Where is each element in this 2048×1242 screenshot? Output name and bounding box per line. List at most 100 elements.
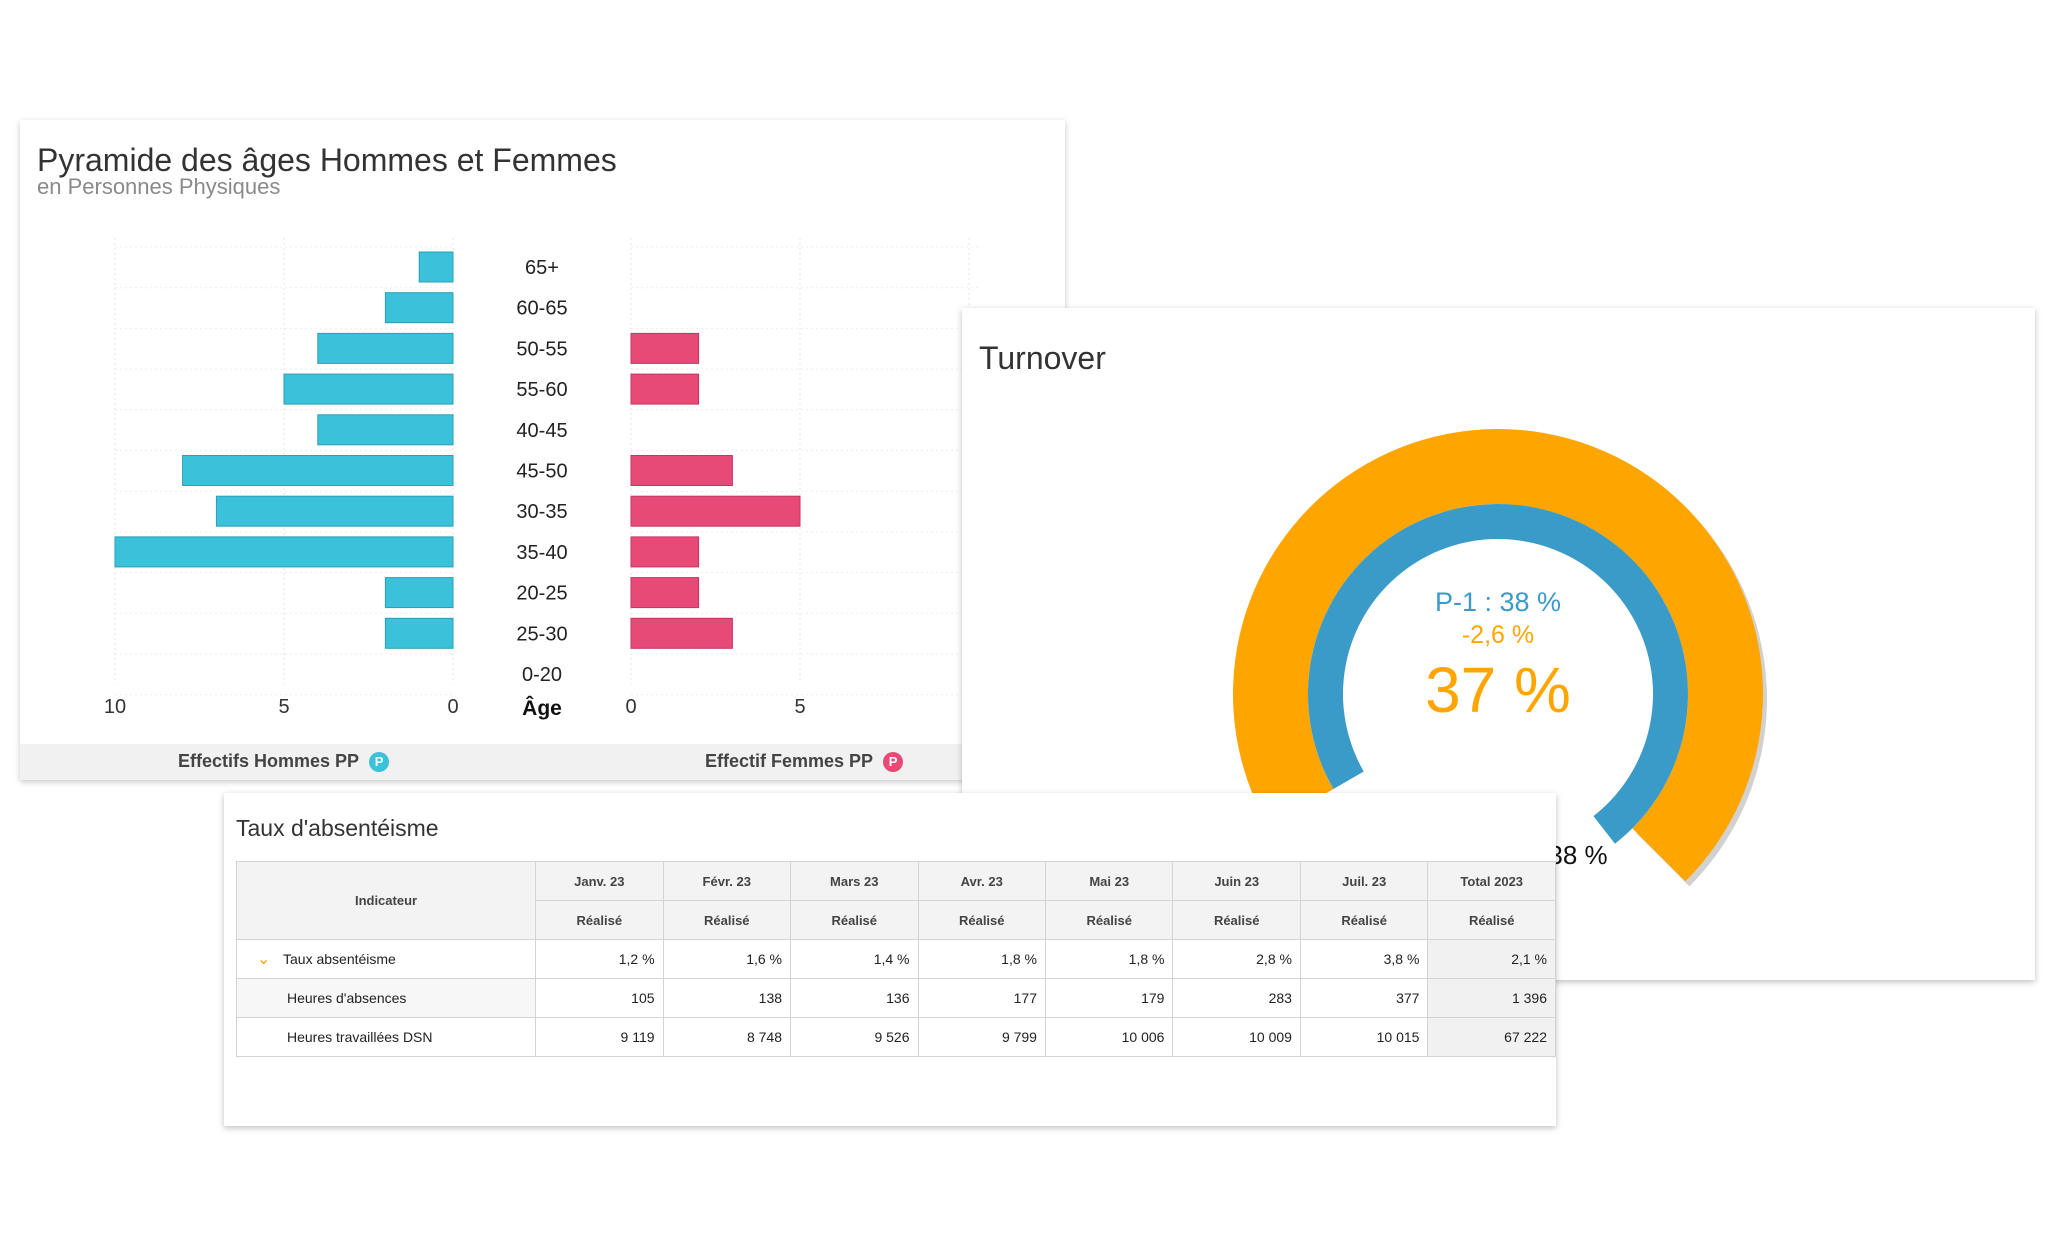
- age-pyramid-card: Pyramide des âges Hommes et Femmes en Pe…: [20, 120, 1065, 780]
- table-cell: 8 748: [662, 1017, 792, 1057]
- age-category-label: 20-25: [516, 583, 567, 605]
- absence-title: Taux d'absentéisme: [236, 815, 439, 841]
- men-bar: [317, 414, 454, 446]
- table-cell: 136: [790, 978, 919, 1018]
- table-cell: 179: [1044, 978, 1174, 1018]
- age-category-label: 50-55: [516, 338, 567, 360]
- men-bar: [283, 373, 454, 405]
- subheader-realise: Réalisé: [535, 900, 664, 940]
- table-row: Heures d'absences 105 138 136 177 179 28…: [235, 978, 1556, 1018]
- subheader-realise: Réalisé: [790, 900, 919, 940]
- current-value-label: 37 %: [1425, 654, 1571, 726]
- pyramid-subtitle: en Personnes Physiques: [37, 174, 281, 199]
- header-indicator: Indicateur: [235, 861, 537, 940]
- header-month: Janv. 23: [535, 861, 664, 901]
- table-cell: 377: [1299, 978, 1429, 1018]
- turnover-title: Turnover: [979, 340, 1106, 376]
- men-bar: [384, 292, 454, 324]
- age-category-label: 25-30: [516, 623, 567, 645]
- women-axis-tick: 5: [794, 696, 805, 718]
- previous-value-label: P-1 : 38 %: [1435, 587, 1561, 617]
- age-category-label: 30-35: [516, 501, 567, 523]
- table-cell: 1,2 %: [535, 939, 664, 979]
- table-cell: 177: [917, 978, 1046, 1018]
- men-bar: [182, 455, 454, 486]
- table-cell: 10 015: [1299, 1017, 1429, 1057]
- table-cell: 138: [662, 978, 792, 1018]
- men-bar: [418, 251, 454, 283]
- table-row: Heures travaillées DSN 9 119 8 748 9 526…: [235, 1017, 1556, 1057]
- age-category-label: 60-65: [516, 298, 567, 320]
- subheader-realise: Réalisé: [1299, 900, 1429, 940]
- women-bar: [630, 495, 801, 527]
- men-axis-tick: 5: [278, 696, 289, 718]
- row-label: Taux absentéisme: [283, 951, 396, 967]
- subheader-realise: Réalisé: [917, 900, 1046, 940]
- header-month: Avr. 23: [917, 861, 1046, 901]
- total-cell: 67 222: [1427, 1017, 1556, 1057]
- women-bar: [630, 455, 733, 486]
- header-month: Févr. 23: [662, 861, 792, 901]
- legend-men-badge: P: [369, 752, 390, 772]
- men-axis-tick: 10: [104, 696, 126, 718]
- table-cell: 9 119: [535, 1017, 664, 1057]
- table-cell: 1,4 %: [790, 939, 919, 979]
- men-bar: [384, 617, 454, 649]
- header-month: Mai 23: [1044, 861, 1174, 901]
- age-category-label: 45-50: [516, 461, 567, 483]
- women-bar: [630, 617, 733, 649]
- absence-card: Taux d'absentéisme Indicateur Janv. 23 F…: [224, 793, 1556, 1126]
- legend-women-label: Effectif Femmes PP: [705, 751, 874, 771]
- table-cell: 105: [535, 978, 664, 1018]
- women-bar: [630, 577, 700, 609]
- subheader-realise: Réalisé: [1044, 900, 1174, 940]
- row-label: Heures d'absences: [235, 978, 537, 1018]
- table-cell: 9 526: [790, 1017, 919, 1057]
- age-category-label: 65+: [525, 257, 559, 279]
- pyramid-legend: Effectifs Hommes PP P Effectif Femmes PP P: [20, 744, 1065, 780]
- total-cell: 1 396: [1427, 978, 1556, 1018]
- row-label: Heures travaillées DSN: [235, 1017, 537, 1057]
- age-category-label: 35-40: [516, 542, 567, 564]
- legend-women-badge: P: [883, 752, 904, 772]
- men-bar: [215, 495, 454, 527]
- table-cell: 1,8 %: [1044, 939, 1174, 979]
- subheader-realise: Réalisé: [1172, 900, 1301, 940]
- women-bar: [630, 373, 700, 405]
- table-cell: 1,8 %: [917, 939, 1046, 979]
- table-cell: 2,8 %: [1172, 939, 1301, 979]
- legend-women[interactable]: Effectif Femmes PP P: [705, 751, 904, 772]
- table-cell: 9 799: [917, 1017, 1046, 1057]
- outer-value-label: 38 %: [1548, 840, 1607, 870]
- header-month: Juil. 23: [1299, 861, 1429, 901]
- legend-men[interactable]: Effectifs Hommes PP P: [178, 751, 390, 772]
- age-category-label: 0-20: [522, 664, 562, 686]
- women-axis-tick: 0: [625, 696, 636, 718]
- table-cell: 1,6 %: [662, 939, 792, 979]
- pyramid-title: Pyramide des âges Hommes et Femmes: [37, 142, 617, 178]
- row-label-cell[interactable]: ⌄ Taux absentéisme: [235, 939, 537, 979]
- table-cell: 10 006: [1044, 1017, 1174, 1057]
- absence-table: Indicateur Janv. 23 Févr. 23 Mars 23 Avr…: [235, 861, 1556, 1057]
- header-month: Mars 23: [790, 861, 919, 901]
- men-bar: [384, 577, 454, 609]
- men-bar: [114, 536, 454, 568]
- women-bar: [630, 332, 700, 364]
- age-category-label: 55-60: [516, 379, 567, 401]
- age-category-label: 40-45: [516, 420, 567, 442]
- chevron-down-icon[interactable]: ⌄: [257, 951, 271, 968]
- delta-label: -2,6 %: [1462, 621, 1534, 649]
- subheader-realise: Réalisé: [1427, 900, 1556, 940]
- current-value-arc: [1233, 429, 1763, 882]
- turnover-gauge: P-1 : 38 % -2,6 % 37 % 38 %: [1233, 429, 1767, 887]
- age-pyramid-chart: 65+ 60-65 50-55 55-60 40-45 45-50 30-35 35-40 20…: [104, 238, 980, 720]
- header-total: Total 2023: [1427, 861, 1556, 901]
- legend-men-label: Effectifs Hommes PP: [178, 751, 360, 771]
- women-bar: [630, 536, 700, 568]
- table-row: ⌄ Taux absentéisme 1,2 % 1,6 % 1,4 % 1,8 …: [235, 939, 1556, 979]
- category-axis-label: Âge: [522, 696, 562, 720]
- table-cell: 3,8 %: [1299, 939, 1429, 979]
- header-month: Juin 23: [1172, 861, 1301, 901]
- subheader-realise: Réalisé: [662, 900, 792, 940]
- table-cell: 283: [1172, 978, 1301, 1018]
